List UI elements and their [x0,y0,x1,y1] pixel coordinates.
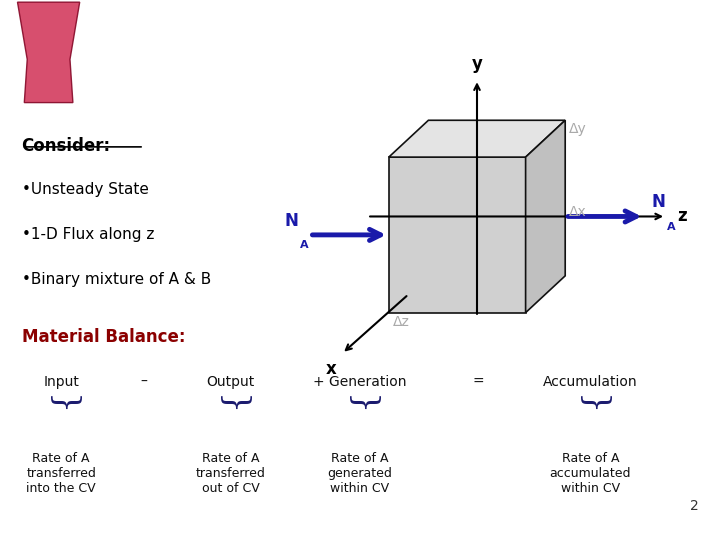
Text: Δz: Δz [392,315,409,329]
Polygon shape [389,157,526,313]
Text: •1-D Flux along z: •1-D Flux along z [22,227,154,242]
Text: Rate of A
transferred
into the CV: Rate of A transferred into the CV [26,452,96,495]
Text: N: N [652,193,666,211]
Text: + Generation: + Generation [313,375,407,389]
Text: Accumulation: Accumulation [543,375,638,389]
Text: Δx: Δx [569,205,587,219]
Text: z: z [677,207,686,226]
Text: }: } [575,395,606,416]
Text: Input: Input [43,375,79,389]
Text: 2: 2 [690,499,698,513]
Text: =: = [473,375,485,389]
Text: Lecture Notes Prepared by Dr. Shaheen Al-Muhtaseb, UAEU © 2005: Lecture Notes Prepared by Dr. Shaheen Al… [184,524,536,534]
Text: –: – [140,375,148,389]
Polygon shape [17,2,80,103]
Text: }: } [45,395,77,416]
Polygon shape [526,120,565,313]
Text: N: N [284,212,299,230]
Text: Output: Output [206,375,255,389]
Text: }: } [344,395,376,416]
Text: Rate of A
transferred
out of CV: Rate of A transferred out of CV [195,452,266,495]
Text: A: A [667,222,675,232]
Text: Development of Differential
Equation for Mass Transfer: Development of Differential Equation for… [168,19,649,84]
Text: •Binary mixture of A & B: •Binary mixture of A & B [22,272,211,287]
Polygon shape [389,120,565,157]
Text: y: y [472,55,482,73]
Text: Material Balance:: Material Balance: [22,328,185,346]
Text: Consider:: Consider: [22,137,111,154]
Text: x: x [326,360,336,378]
Text: }: } [215,395,246,416]
Text: Rate of A
generated
within CV: Rate of A generated within CV [328,452,392,495]
Text: Rate of A
accumulated
within CV: Rate of A accumulated within CV [549,452,631,495]
Text: A: A [300,240,308,250]
Text: Δy: Δy [569,123,587,136]
Text: •Unsteady State: •Unsteady State [22,183,148,197]
